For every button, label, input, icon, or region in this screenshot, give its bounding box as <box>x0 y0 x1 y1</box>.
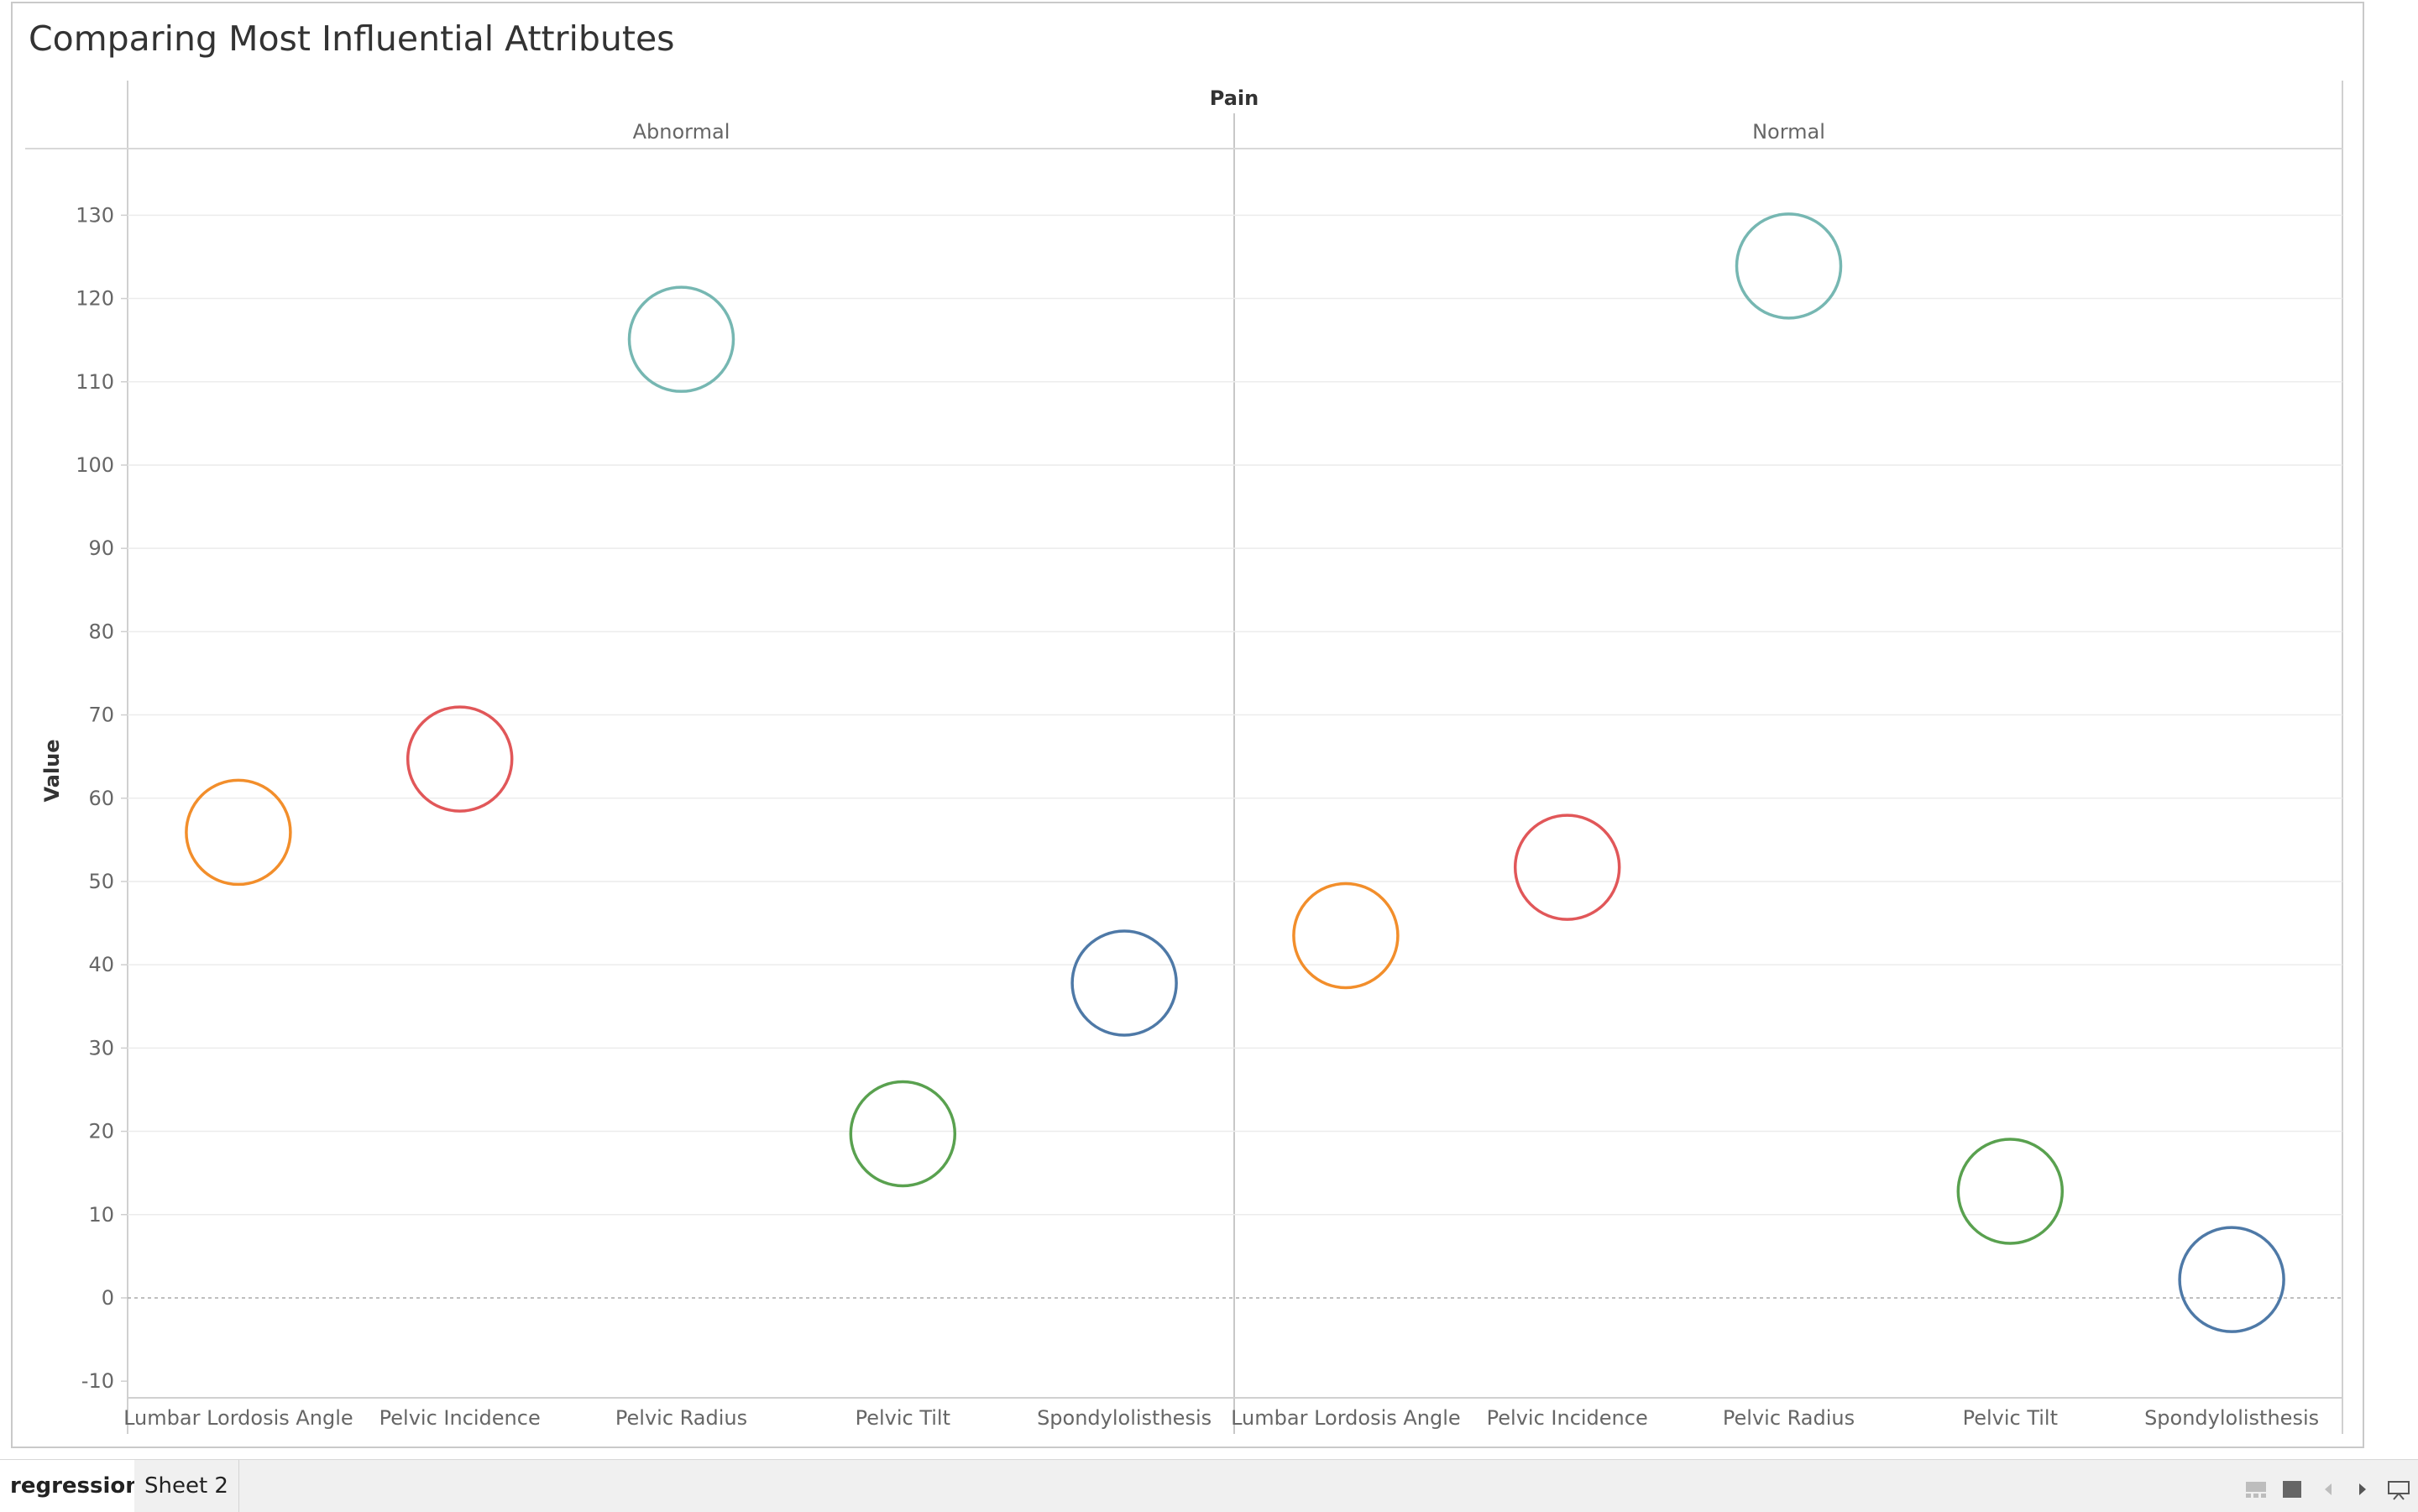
x-axis-ticks: Lumbar Lordosis Angle Pelvic Incidence Pel… <box>123 1406 2319 1430</box>
x-tick-label: Pelvic Tilt <box>1963 1406 2058 1430</box>
x-tick-label: Pelvic Radius <box>615 1406 747 1430</box>
x-tick-label: Spondylolisthesis <box>2144 1406 2319 1430</box>
x-tick-label: Pelvic Incidence <box>1487 1406 1648 1430</box>
y-tick-label: 100 <box>76 453 114 477</box>
y-tick-label: 110 <box>76 370 114 394</box>
y-tick-label: 120 <box>76 287 114 311</box>
y-tick-label: 70 <box>88 704 114 727</box>
y-tick-label: 60 <box>88 787 114 810</box>
point-normal-pelvic-radius <box>1737 214 1841 318</box>
next-sheet-icon[interactable] <box>2356 1479 2369 1499</box>
sheet-tab-bar: regression1 Sheet 2 <box>0 1459 2418 1512</box>
point-normal-pelvic-incidence <box>1515 815 1620 919</box>
x-tick-label: Lumbar Lordosis Angle <box>123 1406 353 1430</box>
x-tick-label: Pelvic Tilt <box>856 1406 950 1430</box>
point-abnormal-lumbar-lordosis-angle <box>186 780 290 884</box>
y-tick-label: -10 <box>81 1369 114 1393</box>
y-tick-label: 30 <box>88 1036 114 1059</box>
presentation-mode-icon[interactable] <box>2386 1479 2411 1501</box>
panel-header-normal: Normal <box>1752 120 1825 144</box>
y-axis-ticks: -10 0 10 20 30 40 50 60 70 80 90 100 110 120 130 <box>76 203 128 1393</box>
x-tick-label: Pelvic Radius <box>1723 1406 1855 1430</box>
chart-area: Pain Value -10 0 10 20 30 40 50 60 70 80 90 100 110 1… <box>0 0 2418 1457</box>
filmstrip-view-icon[interactable] <box>2281 1479 2303 1499</box>
point-normal-pelvic-tilt <box>1958 1139 2062 1243</box>
y-tick-label: 20 <box>88 1120 114 1143</box>
y-tick-label: 40 <box>88 953 114 976</box>
point-abnormal-pelvic-radius <box>630 287 734 391</box>
y-tick-label: 10 <box>88 1203 114 1227</box>
tab-sheet-2[interactable]: Sheet 2 <box>134 1460 239 1512</box>
y-tick-label: 90 <box>88 536 114 560</box>
x-tick-label: Lumbar Lordosis Angle <box>1231 1406 1461 1430</box>
chart-frame <box>25 81 2342 1434</box>
prev-sheet-icon[interactable] <box>2321 1479 2335 1499</box>
tile-view-icon[interactable] <box>2244 1479 2268 1499</box>
y-tick-label: 50 <box>88 870 114 893</box>
y-axis-title: Value <box>40 739 64 802</box>
y-tick-label: 0 <box>102 1286 114 1310</box>
column-header-pain: Pain <box>1210 86 1259 110</box>
x-tick-label: Pelvic Incidence <box>379 1406 541 1430</box>
panel-header-abnormal: Abnormal <box>633 120 730 144</box>
point-abnormal-pelvic-tilt <box>850 1082 955 1186</box>
point-normal-spondylolisthesis <box>2180 1227 2284 1332</box>
y-tick-label: 80 <box>88 620 114 643</box>
panel-headers: Abnormal Normal <box>633 120 1825 144</box>
point-abnormal-spondylolisthesis <box>1072 931 1176 1035</box>
point-normal-lumbar-lordosis-angle <box>1294 883 1398 987</box>
y-tick-label: 130 <box>76 203 114 227</box>
point-abnormal-pelvic-incidence <box>408 707 512 811</box>
x-tick-label: Spondylolisthesis <box>1037 1406 1212 1430</box>
